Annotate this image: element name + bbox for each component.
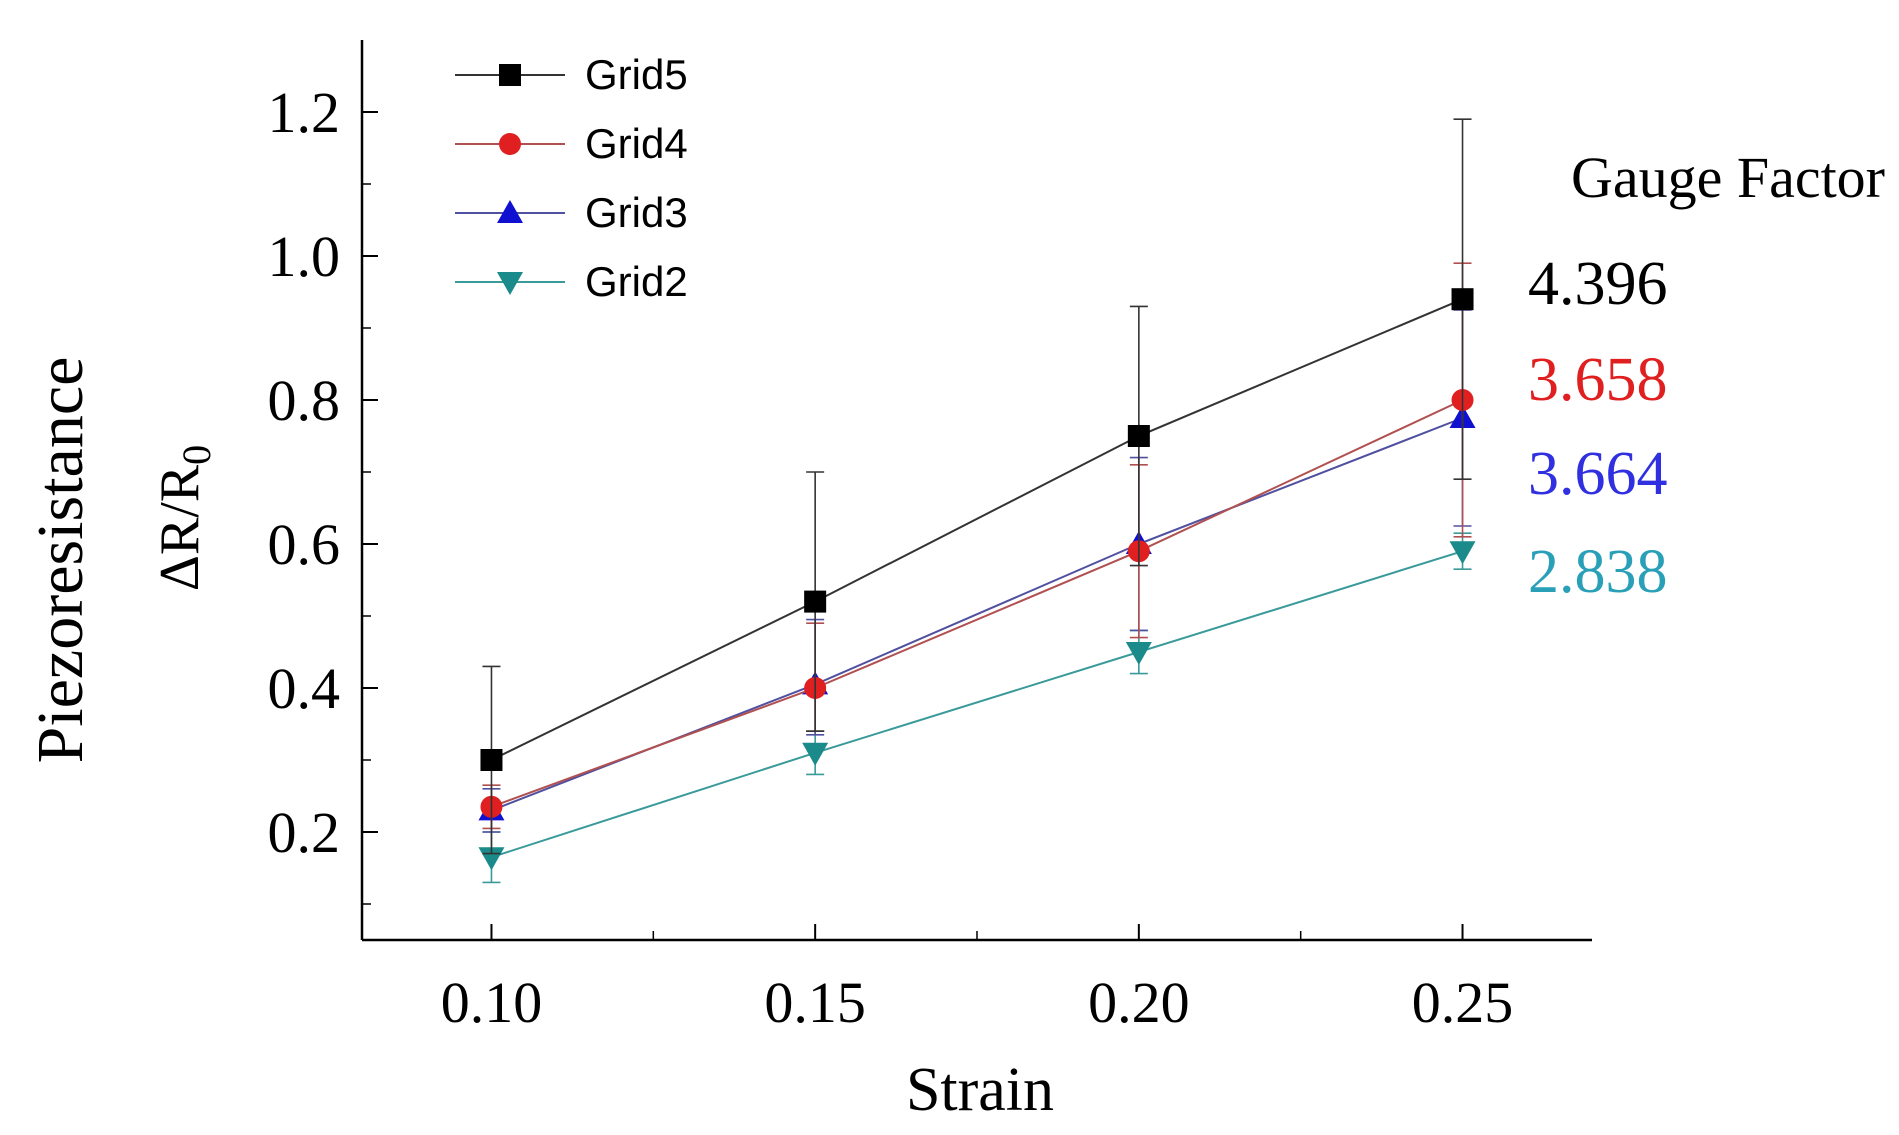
y-tick-label: 1.0: [268, 224, 341, 289]
legend-label: Grid3: [585, 189, 688, 236]
gauge-factor-value: 3.664: [1528, 440, 1668, 508]
legend-marker: [499, 64, 521, 86]
legend-marker: [497, 272, 523, 295]
y-tick-label: 0.4: [268, 656, 341, 721]
data-point: [480, 749, 503, 771]
data-point: [804, 590, 827, 613]
gauge-factor-value: 3.658: [1528, 346, 1668, 414]
data-point: [802, 742, 829, 766]
series-line: [491, 298, 1463, 761]
series-grid2: [478, 532, 1476, 884]
data-point: [1127, 425, 1150, 447]
x-tick-label: 0.25: [1412, 970, 1514, 1035]
x-tick-label: 0.20: [1088, 970, 1190, 1035]
x-tick-label: 0.15: [764, 970, 866, 1035]
y-axis-title-expr: ΔR/R0: [149, 445, 219, 591]
gauge-factor-value: 4.396: [1528, 250, 1668, 318]
gauge-factor-title: Gauge Factor: [1571, 145, 1885, 210]
series-line: [491, 550, 1463, 859]
axis-labels: Strain Piezoresistance ΔR/R0: [24, 357, 1054, 1124]
legend-marker: [497, 200, 523, 223]
series-layer: [478, 118, 1476, 884]
series-line: [491, 399, 1463, 808]
y-tick-label: 1.2: [268, 80, 341, 145]
gauge-factor-annotation: Gauge Factor 4.396 3.658 3.664 2.838: [1528, 145, 1885, 606]
data-point: [1451, 288, 1474, 311]
data-point: [1125, 642, 1152, 665]
data-point: [1449, 541, 1476, 565]
x-tick-label: 0.10: [441, 970, 543, 1035]
y-tick-label: 0.8: [268, 368, 341, 433]
legend-marker: [499, 133, 521, 155]
legend-label: Grid4: [585, 120, 688, 167]
legend-label: Grid2: [585, 258, 688, 305]
legend-label: Grid5: [585, 51, 688, 98]
series-grid5: [480, 118, 1474, 855]
x-axis-title: Strain: [906, 1056, 1054, 1124]
y-axis-title-expr-subscript: 0: [174, 445, 219, 465]
y-axis-title-expr-main: ΔR/R: [149, 464, 211, 591]
y-tick-label: 0.2: [268, 800, 341, 865]
y-tick-label: 0.6: [268, 512, 341, 577]
gauge-factor-value: 2.838: [1528, 538, 1668, 606]
legend: Grid5 Grid4 Grid3 Grid2: [455, 51, 688, 305]
axes: 0.2 0.4 0.6 0.8 1.0 1.2 0.10 0.15 0.20 0.25: [268, 40, 1592, 1035]
y-axis-title-main: Piezoresistance: [24, 357, 97, 764]
